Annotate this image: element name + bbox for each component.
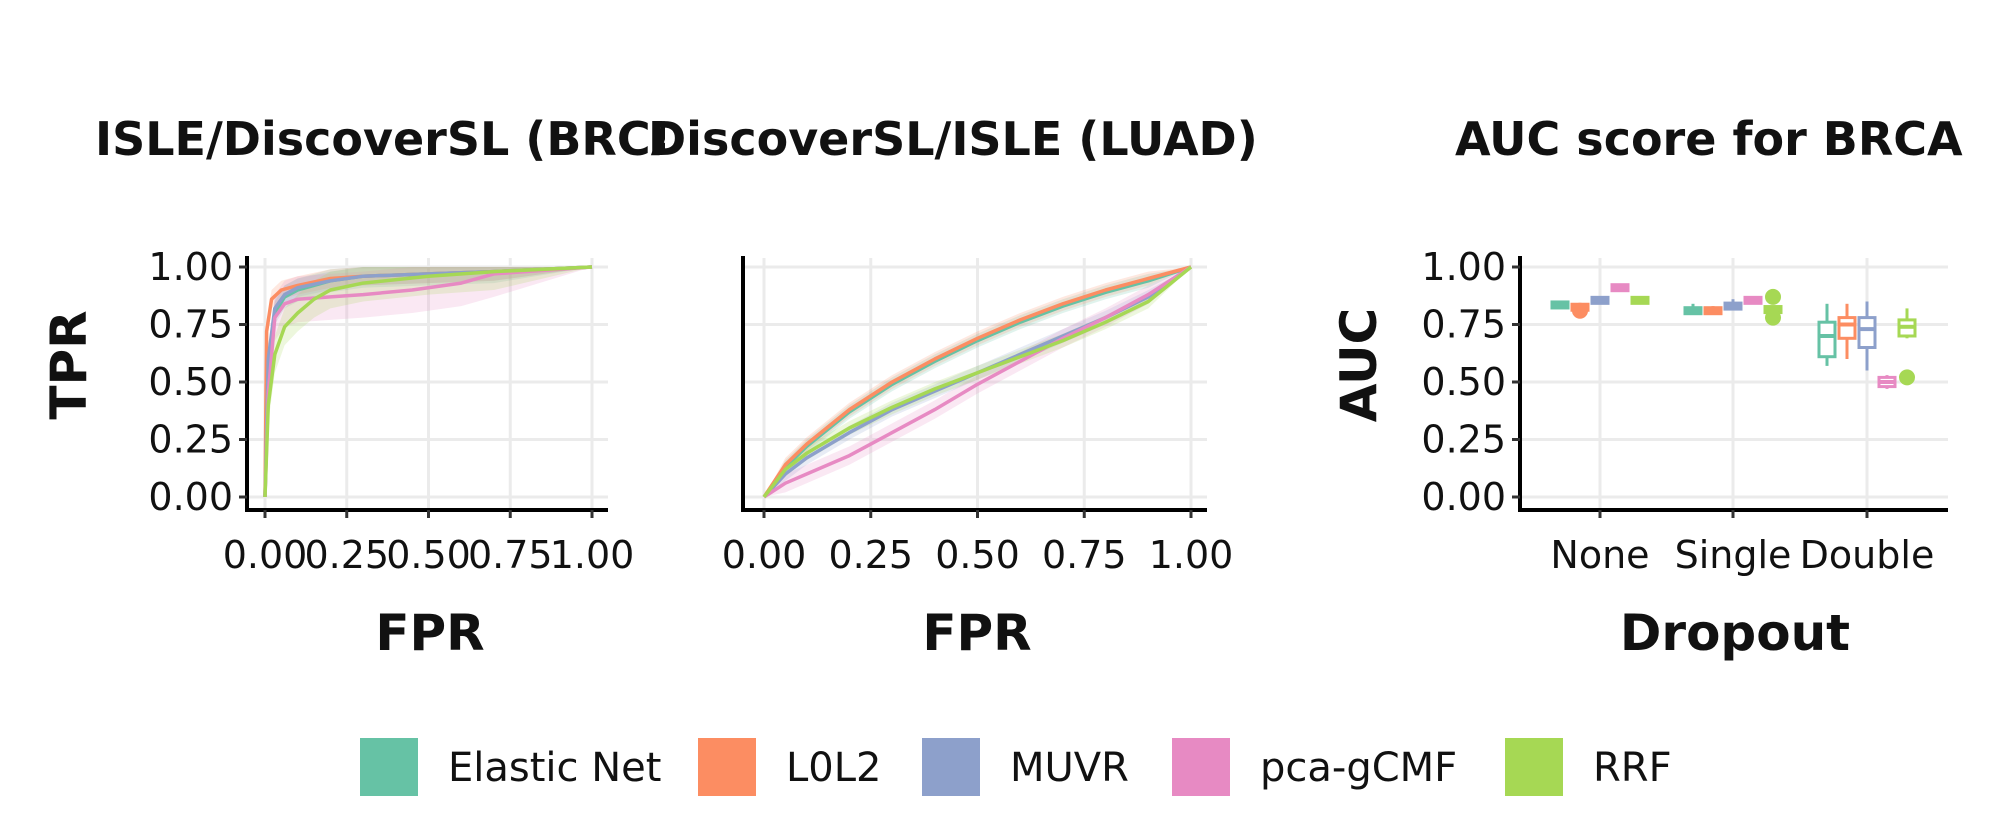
y-tick-label: 0.00 [148,475,233,519]
series-lines [762,265,1193,499]
panel-title: DiscoverSL/ISLE (LUAD) [648,112,1258,166]
axes [239,256,608,518]
axes [1512,256,1948,518]
line-pca-gcmf [263,265,593,498]
y-tick-label: 1.00 [1421,245,1506,289]
box [1817,320,1837,359]
grid [743,258,1207,510]
legend-item-rrf: RRF [1505,738,1672,796]
line-l0l2 [762,265,1192,498]
panel-roc-brca: ISLE/DiscoverSL (BRCA) 0.000.250.500.751… [40,112,707,662]
box-pca-gcmf-none [1610,283,1630,293]
y-axis-title: AUC [1330,308,1388,422]
tick-labels: 0.000.250.500.751.000.000.250.500.751.00 [148,245,634,577]
legend: Elastic Net L0L2 MUVR pca-gCMF RRF [360,738,1672,796]
box-rrf-single [1763,288,1783,326]
box-muvr-single [1723,299,1743,311]
y-tick-label: 0.00 [1421,475,1506,519]
x-tick-label: 0.75 [1042,533,1127,577]
outlier-point [1765,288,1781,305]
legend-label: pca-gCMF [1260,745,1457,791]
legend-swatch [360,738,418,796]
outlier-point [1765,309,1781,326]
x-tick-label: 0.75 [468,533,553,577]
box-l0l2-single [1703,306,1723,316]
box-rrf-none [1630,295,1650,305]
ribbons [764,267,1191,497]
legend-label: Elastic Net [448,745,661,791]
boxplots [1550,283,1917,389]
box-elastic-net-none [1550,300,1570,310]
legend-swatch [698,738,756,796]
x-tick-label: 0.00 [722,533,807,577]
box-muvr-none [1590,295,1610,305]
legend-item-pca-gcmf: pca-gCMF [1172,738,1457,796]
x-axis-title: FPR [922,604,1031,662]
legend-label: RRF [1593,745,1672,791]
line-rrf [263,265,593,498]
y-tick-label: 0.25 [148,418,233,462]
x-tick-label: 0.50 [386,533,471,577]
x-tick-label: 1.00 [550,533,635,577]
panel-auc-box: AUC score for BRCA 0.00 0.25 0.50 0.75 1.00 N… [1330,112,1963,662]
box-elastic-net-double [1817,303,1837,366]
legend-swatch [1505,738,1563,796]
x-tick-label: 0.50 [935,533,1020,577]
box-l0l2-none [1570,302,1590,319]
ribbon-pca-gcmf [764,267,1191,497]
box-pca-gcmf-double [1877,375,1897,389]
x-tick-label: 0.00 [223,533,308,577]
tick-labels: 0.00 0.25 0.50 0.75 1.00 [722,533,1234,577]
box-pca-gcmf-single [1743,295,1763,305]
box [1837,316,1857,340]
legend-item-elastic-net: Elastic Net [360,738,661,796]
y-tick-label: 0.25 [1421,418,1506,462]
outlier-point [1572,302,1588,319]
legend-label: L0L2 [786,745,881,791]
line-pca-gcmf [763,265,1192,499]
panel-roc-luad: DiscoverSL/ISLE (LUAD) 0.00 0.25 0.50 0.75 1… [648,112,1258,662]
legend-swatch [1172,738,1230,796]
x-tick-label: 1.00 [1149,533,1234,577]
outlier-point [1899,369,1915,386]
x-axis-title: Dropout [1620,604,1850,662]
y-tick-label: 0.50 [148,360,233,404]
x-tick-label: 0.25 [304,533,389,577]
box-l0l2-double [1837,303,1857,359]
box-elastic-net-single [1683,303,1703,316]
y-tick-label: 0.75 [1421,303,1506,347]
box [1857,316,1877,350]
panel-title: ISLE/DiscoverSL (BRCA) [95,112,707,166]
ribbon-muvr [764,267,1191,497]
legend-item-muvr: MUVR [922,738,1129,796]
legend-swatch [922,738,980,796]
x-tick-label: None [1550,533,1649,577]
ribbon-rrf [764,267,1191,497]
x-tick-label: 0.25 [828,533,913,577]
box-rrf-double [1897,308,1917,386]
legend-item-l0l2: L0L2 [698,738,881,796]
y-tick-label: 1.00 [148,245,233,289]
y-tick-label: 0.50 [1421,360,1506,404]
y-tick-label: 0.75 [148,303,233,347]
grid [247,258,608,510]
series-lines [263,265,593,498]
axes [741,256,1207,518]
y-axis-title: TPR [40,310,98,419]
panel-title: AUC score for BRCA [1455,112,1963,166]
x-tick-label: Double [1800,533,1935,577]
legend-label: MUVR [1010,745,1129,791]
line-rrf [762,265,1193,499]
x-tick-label: Single [1675,533,1792,577]
tick-labels: 0.00 0.25 0.50 0.75 1.00 None Single Double [1421,245,1934,577]
x-axis-title: FPR [375,604,484,662]
box-muvr-double [1857,301,1877,371]
